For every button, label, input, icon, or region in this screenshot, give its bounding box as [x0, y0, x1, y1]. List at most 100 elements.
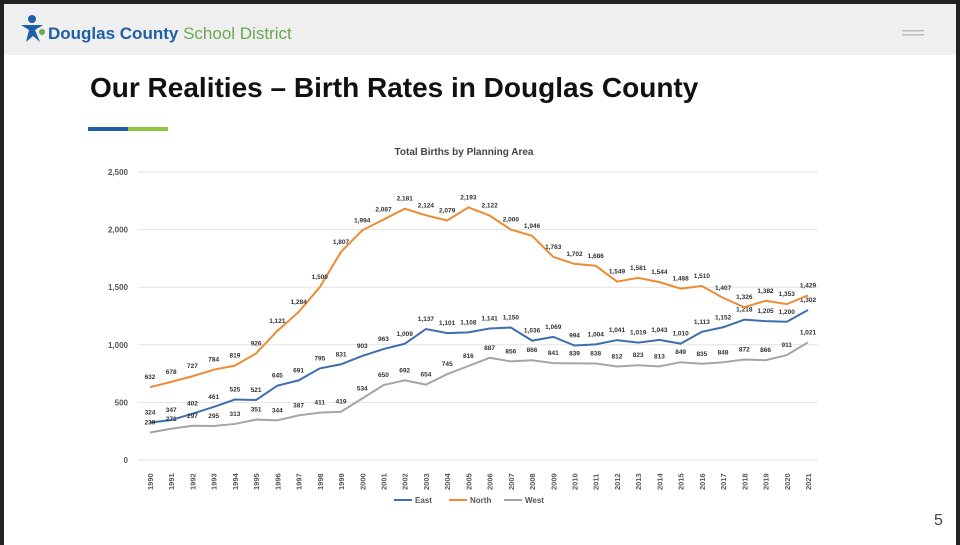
data-label: 534	[357, 385, 368, 392]
y-tick-label: 2,500	[108, 168, 129, 177]
logo: Douglas County School District	[48, 24, 292, 44]
data-label: 784	[208, 357, 219, 364]
y-tick-label: 500	[115, 398, 129, 407]
data-label: 645	[272, 373, 283, 380]
data-label: 1,036	[524, 328, 541, 335]
data-label: 963	[378, 336, 389, 343]
data-label: 812	[612, 353, 623, 360]
data-label: 2,181	[397, 196, 414, 203]
data-label: 866	[527, 347, 538, 354]
data-label: 1,544	[651, 269, 668, 276]
data-label: 1,041	[609, 327, 626, 334]
data-label: 1,763	[545, 244, 562, 251]
data-label: 823	[633, 352, 644, 359]
data-label: 1,043	[651, 327, 668, 334]
data-label: 1,141	[481, 316, 498, 323]
data-label: 1,200	[779, 309, 796, 316]
data-label: 1,069	[545, 324, 562, 331]
x-tick-label: 2006	[486, 473, 495, 490]
chart-title: Total Births by Planning Area	[395, 147, 534, 158]
data-label: 324	[145, 410, 156, 417]
data-label: 2,079	[439, 207, 456, 214]
data-label: 849	[675, 349, 686, 356]
data-label: 1,205	[757, 308, 774, 315]
x-tick-label: 2004	[443, 472, 452, 490]
data-label: 2,000	[503, 217, 520, 224]
x-tick-label: 2003	[422, 473, 431, 490]
logo-bold: Douglas County	[48, 24, 179, 43]
data-label: 313	[229, 411, 240, 418]
data-label: 402	[187, 401, 198, 408]
data-label: 411	[315, 400, 326, 407]
x-tick-label: 2012	[613, 473, 622, 490]
x-tick-label: 2020	[783, 473, 792, 490]
data-label: 347	[166, 407, 177, 414]
legend-label: East	[415, 496, 432, 505]
data-label: 872	[739, 347, 750, 354]
data-label: 1,152	[715, 314, 732, 321]
data-label: 692	[399, 367, 410, 374]
x-tick-label: 2002	[401, 473, 410, 490]
data-label: 795	[314, 355, 325, 362]
x-tick-label: 1999	[337, 473, 346, 490]
x-tick-label: 2011	[592, 474, 601, 490]
data-label: 994	[569, 332, 580, 339]
data-label: 632	[145, 374, 156, 381]
y-tick-label: 1,500	[108, 283, 129, 292]
data-label: 1,549	[609, 269, 626, 276]
data-label: 838	[590, 350, 601, 357]
legend-label: West	[525, 496, 544, 505]
x-tick-label: 1991	[167, 473, 176, 490]
data-label: 295	[208, 413, 219, 420]
x-tick-label: 2000	[358, 473, 367, 490]
logo-light: School District	[183, 24, 292, 43]
data-label: 835	[696, 351, 707, 358]
menu-icon[interactable]	[902, 28, 926, 42]
data-label: 1,946	[524, 223, 541, 230]
data-label: 1,019	[630, 330, 647, 337]
data-label: 926	[251, 340, 262, 347]
data-label: 1,108	[460, 319, 477, 326]
x-tick-label: 2014	[655, 472, 664, 490]
data-label: 461	[208, 394, 219, 401]
data-label: 1,807	[333, 239, 350, 246]
data-label: 1,284	[290, 299, 307, 306]
data-label: 239	[145, 419, 156, 426]
x-tick-label: 2010	[571, 473, 580, 490]
x-tick-label: 1996	[273, 473, 282, 490]
data-label: 1,686	[588, 253, 605, 260]
data-label: 903	[357, 343, 368, 350]
x-tick-label: 1997	[295, 473, 304, 490]
x-tick-label: 2009	[549, 473, 558, 490]
x-tick-label: 2016	[698, 473, 707, 490]
data-label: 1,994	[354, 217, 371, 224]
series-line	[149, 309, 809, 424]
data-label: 387	[293, 402, 304, 409]
data-label: 2,122	[481, 203, 498, 210]
data-label: 521	[251, 387, 262, 394]
x-tick-label: 2008	[528, 473, 537, 490]
data-label: 816	[463, 353, 474, 360]
data-label: 1,302	[800, 297, 817, 304]
data-label: 1,407	[715, 285, 732, 292]
y-tick-label: 2,000	[108, 226, 129, 235]
data-label: 848	[718, 349, 729, 356]
data-label: 856	[505, 348, 516, 355]
data-label: 1,353	[779, 291, 796, 298]
data-label: 691	[293, 367, 304, 374]
data-label: 2,087	[375, 207, 392, 214]
x-tick-label: 1994	[231, 472, 240, 490]
x-tick-label: 1992	[188, 473, 197, 490]
data-label: 813	[654, 353, 665, 360]
legend-label: North	[470, 496, 491, 505]
data-label: 1,382	[757, 288, 774, 295]
x-tick-label: 1998	[316, 473, 325, 490]
x-tick-label: 1993	[210, 473, 219, 490]
x-tick-label: 2018	[740, 473, 749, 490]
y-tick-label: 0	[124, 456, 129, 465]
header-bar: Douglas County School District	[4, 0, 956, 55]
data-label: 678	[166, 369, 177, 376]
data-label: 1,581	[630, 265, 647, 272]
x-tick-label: 2013	[634, 473, 643, 490]
